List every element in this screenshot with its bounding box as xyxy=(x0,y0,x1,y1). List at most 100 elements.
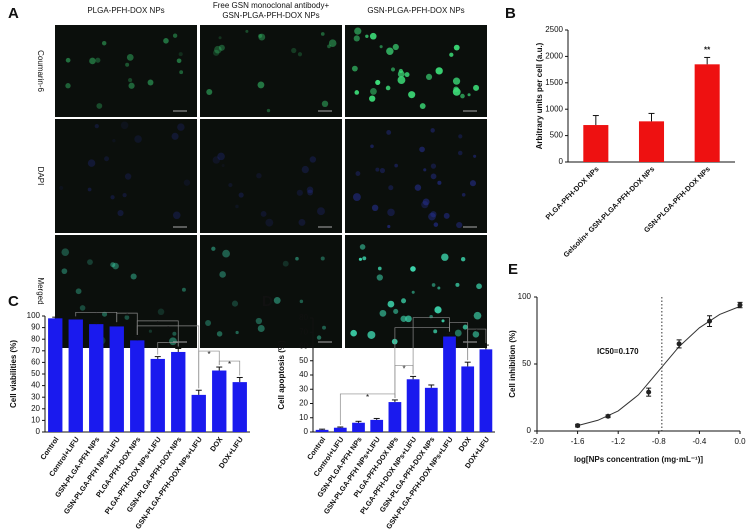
cell xyxy=(423,168,427,172)
micrograph xyxy=(345,25,487,117)
cell xyxy=(365,34,369,39)
micrograph xyxy=(200,25,342,117)
cell xyxy=(469,180,477,187)
cell xyxy=(301,165,309,174)
point xyxy=(605,413,611,419)
cell xyxy=(298,218,306,226)
cell xyxy=(231,300,239,307)
row-label: Merged xyxy=(36,277,45,304)
bar xyxy=(638,121,665,162)
cell xyxy=(473,154,477,158)
y-tick-label: 0 xyxy=(527,426,532,435)
bar xyxy=(191,394,206,432)
cell xyxy=(148,329,153,333)
cell xyxy=(476,283,482,290)
cell xyxy=(128,82,135,89)
cell xyxy=(117,209,124,217)
bar xyxy=(388,402,402,432)
row-label: DAPI xyxy=(36,167,45,186)
cell xyxy=(217,152,225,161)
significance: * xyxy=(95,311,98,320)
cell xyxy=(441,319,445,323)
cell xyxy=(282,260,289,267)
panel-label: B xyxy=(505,5,516,22)
cell xyxy=(157,308,165,316)
annotation: IC50=0.170 xyxy=(597,347,639,356)
cell xyxy=(437,180,442,185)
cell xyxy=(95,57,101,63)
y-tick-label: 10 xyxy=(299,413,308,422)
cell xyxy=(405,315,412,323)
cell xyxy=(104,156,110,162)
cell xyxy=(256,172,262,179)
micrograph xyxy=(200,235,342,348)
x-tick-label: -0.8 xyxy=(652,437,666,446)
y-tick-label: 30 xyxy=(299,384,308,393)
column-title: GSN-PLGA-PFH-DOX NPs xyxy=(222,11,319,20)
cell xyxy=(222,249,230,258)
cell xyxy=(441,253,449,261)
cell xyxy=(213,49,220,56)
cell xyxy=(460,93,465,99)
significance: * xyxy=(421,327,424,336)
cell xyxy=(452,77,461,85)
bracket xyxy=(198,350,220,389)
cell xyxy=(386,47,394,55)
cell xyxy=(297,52,303,57)
cell xyxy=(367,330,376,339)
cell xyxy=(370,144,374,149)
cell xyxy=(462,324,468,330)
cell xyxy=(178,52,183,57)
cell xyxy=(359,244,366,250)
cell xyxy=(397,76,406,84)
cell xyxy=(321,100,329,108)
x-tick-label: -2.0 xyxy=(530,437,544,446)
cell xyxy=(266,108,271,113)
bar xyxy=(48,318,63,432)
y-tick-label: 1000 xyxy=(545,104,563,113)
cell xyxy=(393,308,399,314)
cell xyxy=(390,67,396,72)
x-tick-label: -1.6 xyxy=(571,437,585,446)
cell xyxy=(112,138,116,143)
cell xyxy=(392,43,399,51)
cell xyxy=(425,73,433,80)
cell xyxy=(411,290,415,294)
cell xyxy=(322,325,326,330)
micrograph xyxy=(55,119,197,233)
bar xyxy=(479,349,493,432)
cell xyxy=(179,70,184,75)
x-tick-label: DOX xyxy=(456,435,473,453)
cell xyxy=(126,53,134,61)
cell xyxy=(291,47,297,54)
cell xyxy=(206,88,213,95)
micrograph xyxy=(200,119,342,233)
cell xyxy=(351,65,358,72)
y-tick-label: 40 xyxy=(31,381,40,390)
cell xyxy=(212,156,221,164)
y-tick-label: 70 xyxy=(31,346,40,355)
y-tick-label: 50 xyxy=(299,356,308,365)
bar xyxy=(461,366,475,432)
cell xyxy=(172,331,177,336)
cell xyxy=(379,309,387,317)
y-tick-label: 60 xyxy=(299,342,308,351)
cell xyxy=(387,300,395,308)
cell xyxy=(216,331,223,337)
cell xyxy=(428,212,436,221)
bar xyxy=(150,358,165,432)
micrograph xyxy=(55,25,197,117)
y-tick-label: 10 xyxy=(31,416,40,425)
cell xyxy=(306,186,314,194)
cell xyxy=(375,167,380,172)
bracket xyxy=(467,328,487,361)
y-axis-label: Arbitrary units per cell (a.u.) xyxy=(535,42,544,149)
cell xyxy=(388,185,394,191)
cell xyxy=(221,163,225,168)
cell xyxy=(205,320,212,326)
cell xyxy=(385,85,391,91)
significance: * xyxy=(228,360,231,369)
y-tick-label: 50 xyxy=(31,369,40,378)
cell xyxy=(449,52,454,57)
cell xyxy=(317,207,325,216)
